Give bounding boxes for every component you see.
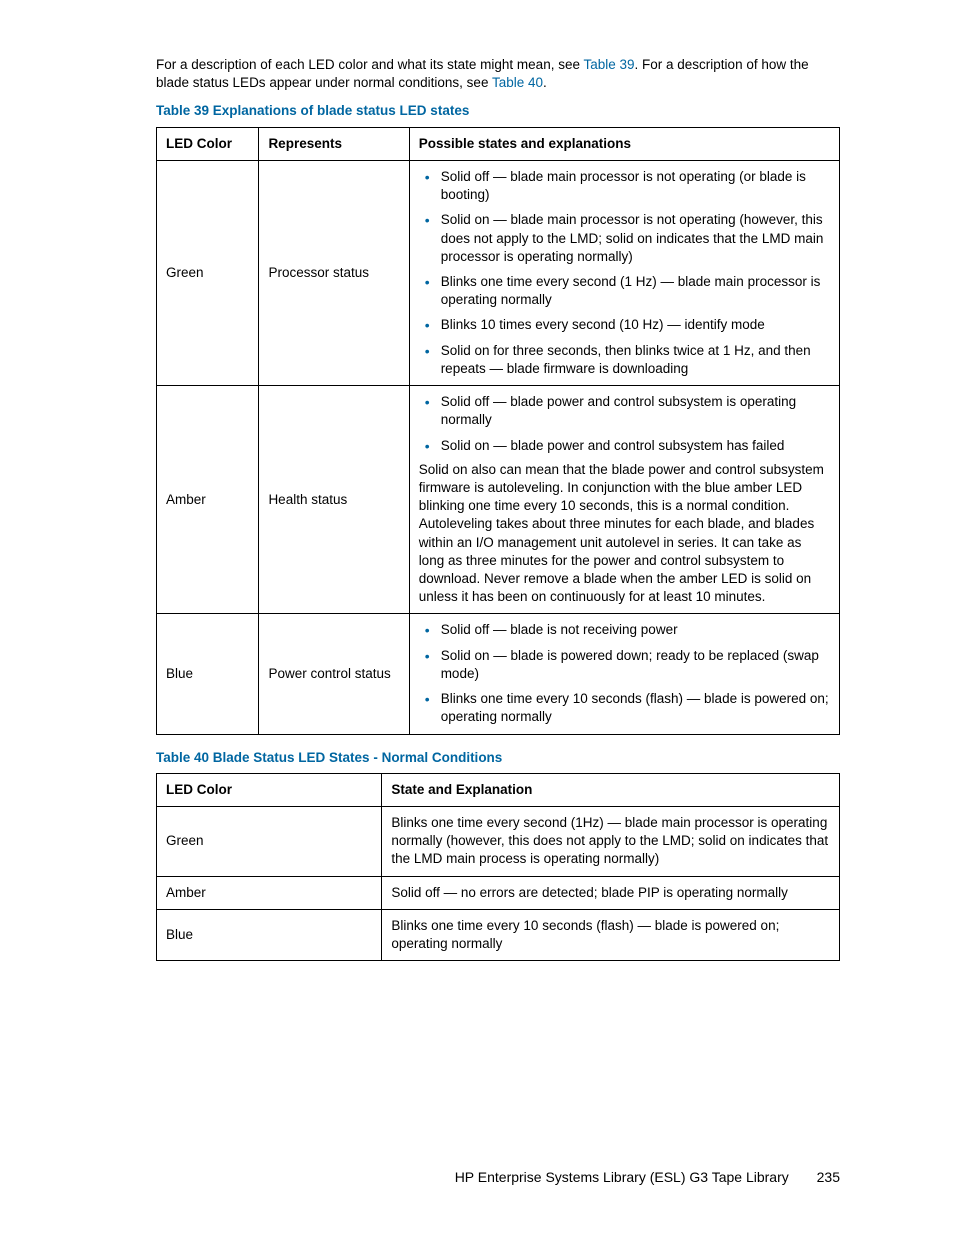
- page-footer: HP Enterprise Systems Library (ESL) G3 T…: [455, 1168, 840, 1187]
- bullet-item: Blinks one time every 10 seconds (flash)…: [419, 690, 830, 726]
- intro-text-a: For a description of each LED color and …: [156, 57, 583, 72]
- cell-state: Blinks one time every 10 seconds (flash)…: [382, 909, 840, 960]
- col-header-states: Possible states and explanations: [409, 127, 839, 160]
- table-40: LED Color State and Explanation Green Bl…: [156, 773, 840, 962]
- document-page: For a description of each LED color and …: [0, 0, 954, 1235]
- bullet-list: Solid off — blade power and control subs…: [419, 393, 830, 455]
- bullet-item: Solid on — blade power and control subsy…: [419, 437, 830, 455]
- cell-states: Solid off — blade main processor is not …: [409, 160, 839, 385]
- footer-doc-title: HP Enterprise Systems Library (ESL) G3 T…: [455, 1169, 789, 1185]
- col-header-state-explanation: State and Explanation: [382, 773, 840, 806]
- table-row: Blue Power control status Solid off — bl…: [157, 614, 840, 734]
- table-row: Blue Blinks one time every 10 seconds (f…: [157, 909, 840, 960]
- bullet-item: Blinks 10 times every second (10 Hz) — i…: [419, 316, 830, 334]
- footer-page-number: 235: [817, 1168, 840, 1187]
- link-table-39[interactable]: Table 39: [583, 57, 634, 72]
- table-39-title: Table 39 Explanations of blade status LE…: [156, 102, 840, 120]
- cell-paragraph: Solid on also can mean that the blade po…: [419, 461, 830, 607]
- table-39: LED Color Represents Possible states and…: [156, 127, 840, 735]
- cell-state: Blinks one time every second (1Hz) — bla…: [382, 807, 840, 877]
- bullet-item: Solid off — blade is not receiving power: [419, 621, 830, 639]
- bullet-item: Solid on for three seconds, then blinks …: [419, 342, 830, 378]
- intro-paragraph: For a description of each LED color and …: [156, 56, 840, 92]
- cell-led-color: Green: [157, 807, 382, 877]
- col-header-represents: Represents: [259, 127, 409, 160]
- table-header-row: LED Color Represents Possible states and…: [157, 127, 840, 160]
- cell-led-color: Amber: [157, 876, 382, 909]
- table-40-title: Table 40 Blade Status LED States - Norma…: [156, 749, 840, 767]
- cell-led-color: Green: [157, 160, 259, 385]
- cell-states: Solid off — blade power and control subs…: [409, 386, 839, 614]
- bullet-item: Solid on — blade is powered down; ready …: [419, 647, 830, 683]
- cell-represents: Power control status: [259, 614, 409, 734]
- cell-state: Solid off — no errors are detected; blad…: [382, 876, 840, 909]
- col-header-led-color: LED Color: [157, 127, 259, 160]
- cell-led-color: Amber: [157, 386, 259, 614]
- bullet-list: Solid off — blade main processor is not …: [419, 168, 830, 378]
- cell-states: Solid off — blade is not receiving power…: [409, 614, 839, 734]
- table-row: Green Blinks one time every second (1Hz)…: [157, 807, 840, 877]
- table-row: Amber Health status Solid off — blade po…: [157, 386, 840, 614]
- table-header-row: LED Color State and Explanation: [157, 773, 840, 806]
- link-table-40[interactable]: Table 40: [492, 75, 543, 90]
- bullet-item: Solid off — blade main processor is not …: [419, 168, 830, 204]
- cell-led-color: Blue: [157, 909, 382, 960]
- cell-represents: Processor status: [259, 160, 409, 385]
- col-header-led-color: LED Color: [157, 773, 382, 806]
- cell-represents: Health status: [259, 386, 409, 614]
- bullet-item: Solid off — blade power and control subs…: [419, 393, 830, 429]
- bullet-list: Solid off — blade is not receiving power…: [419, 621, 830, 726]
- table-row: Green Processor status Solid off — blade…: [157, 160, 840, 385]
- table-row: Amber Solid off — no errors are detected…: [157, 876, 840, 909]
- bullet-item: Solid on — blade main processor is not o…: [419, 211, 830, 266]
- bullet-item: Blinks one time every second (1 Hz) — bl…: [419, 273, 830, 309]
- intro-text-c: .: [543, 75, 547, 90]
- cell-led-color: Blue: [157, 614, 259, 734]
